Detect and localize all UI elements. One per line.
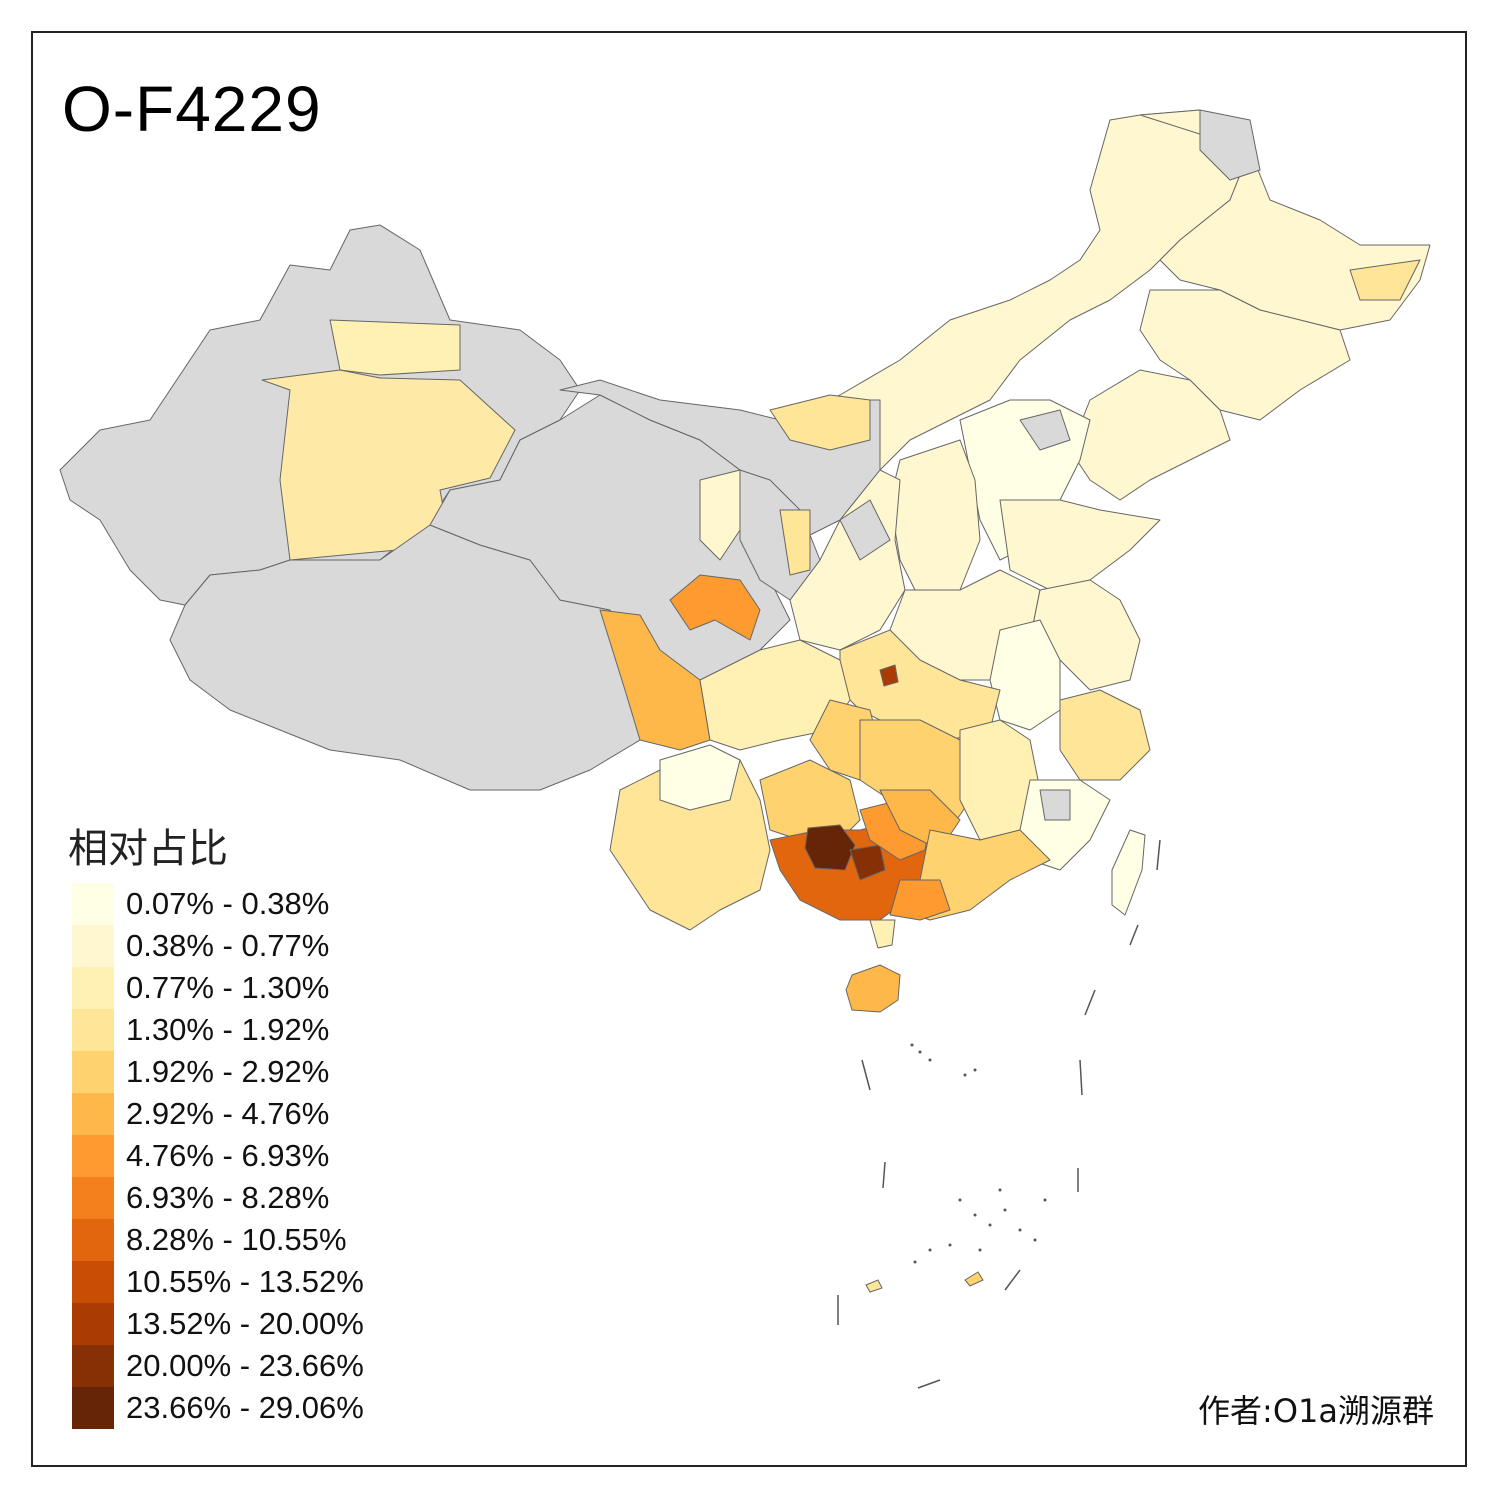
legend-swatch: [72, 925, 114, 967]
legend-label: 23.66% - 29.06%: [126, 1390, 364, 1425]
region-heilongjiang-east: [1349, 259, 1421, 301]
legend-swatch: [72, 1219, 114, 1261]
south-china-sea-lines: [837, 839, 1161, 1389]
region-guangdong-west: [889, 879, 951, 921]
island-dots: [910, 1043, 1047, 1264]
region-xinjiang-central: [261, 369, 516, 561]
legend-swatch: [72, 967, 114, 1009]
legend-item: 1.30% - 1.92%: [72, 1009, 432, 1051]
region-fujian-gray: [1039, 789, 1071, 821]
legend-item: 0.38% - 0.77%: [72, 925, 432, 967]
region-inner-mongolia-west: [769, 394, 871, 451]
legend-label: 2.92% - 4.76%: [126, 1096, 330, 1131]
legend-swatch: [72, 1177, 114, 1219]
legend-label: 1.92% - 2.92%: [126, 1054, 330, 1089]
legend-swatch: [72, 1261, 114, 1303]
region-anhui: [989, 619, 1061, 731]
map-title: O-F4229: [62, 73, 322, 145]
region-zhejiang: [1059, 689, 1151, 781]
legend-swatch: [72, 1009, 114, 1051]
legend-label: 0.07% - 0.38%: [126, 886, 330, 921]
island-small-colored-2: [865, 1279, 883, 1293]
legend-label: 0.77% - 1.30%: [126, 970, 330, 1005]
region-gansu-south: [669, 574, 761, 641]
region-guangxi-core: [804, 824, 856, 871]
region-heilongjiang-gray: [1199, 109, 1261, 181]
legend-item: 10.55% - 13.52%: [72, 1261, 432, 1303]
legend-label: 6.93% - 8.28%: [126, 1180, 330, 1215]
legend-item: 6.93% - 8.28%: [72, 1177, 432, 1219]
region-jilin: [1139, 289, 1351, 421]
region-xinjiang-north: [329, 319, 461, 376]
legend-item: 20.00% - 23.66%: [72, 1345, 432, 1387]
legend-swatch: [72, 1345, 114, 1387]
region-shandong: [999, 499, 1161, 591]
legend-item: 0.07% - 0.38%: [72, 883, 432, 925]
region-hebei-gray: [1019, 409, 1071, 451]
region-liaoning: [1069, 369, 1231, 501]
legend-item: 4.76% - 6.93%: [72, 1135, 432, 1177]
legend-item: 2.92% - 4.76%: [72, 1093, 432, 1135]
region-hubei-spot: [879, 664, 899, 687]
legend-swatch: [72, 1387, 114, 1429]
legend-item: 0.77% - 1.30%: [72, 967, 432, 1009]
legend-title: 相对占比: [68, 826, 228, 872]
region-hainan: [845, 964, 901, 1013]
legend-item: 1.92% - 2.92%: [72, 1051, 432, 1093]
legend-item: 13.52% - 20.00%: [72, 1303, 432, 1345]
legend-swatch: [72, 1135, 114, 1177]
legend-label: 10.55% - 13.52%: [126, 1264, 364, 1299]
region-shaanxi-gray: [839, 499, 891, 561]
region-guangxi-dark: [849, 844, 886, 881]
legend: 0.07% - 0.38% 0.38% - 0.77% 0.77% - 1.30% 1…: [72, 883, 432, 1429]
legend-swatch: [72, 1303, 114, 1345]
legend-item: 8.28% - 10.55%: [72, 1219, 432, 1261]
legend-label: 4.76% - 6.93%: [126, 1138, 330, 1173]
region-shanxi: [889, 439, 981, 601]
region-gansu-mid: [779, 509, 811, 576]
legend-label: 0.38% - 0.77%: [126, 928, 330, 963]
region-leizhou: [869, 919, 896, 949]
legend-swatch: [72, 1093, 114, 1135]
legend-label: 8.28% - 10.55%: [126, 1222, 347, 1257]
legend-item: 23.66% - 29.06%: [72, 1387, 432, 1429]
region-taiwan: [1111, 829, 1146, 916]
legend-label: 20.00% - 23.66%: [126, 1348, 364, 1383]
legend-label: 1.30% - 1.92%: [126, 1012, 330, 1047]
island-small-colored: [964, 1271, 984, 1287]
region-yunnan-north: [659, 744, 741, 811]
region-gansu-strip: [699, 469, 741, 561]
author-credit: 作者:O1a溯源群: [1198, 1392, 1434, 1430]
legend-swatch: [72, 883, 114, 925]
legend-label: 13.52% - 20.00%: [126, 1306, 364, 1341]
legend-swatch: [72, 1051, 114, 1093]
